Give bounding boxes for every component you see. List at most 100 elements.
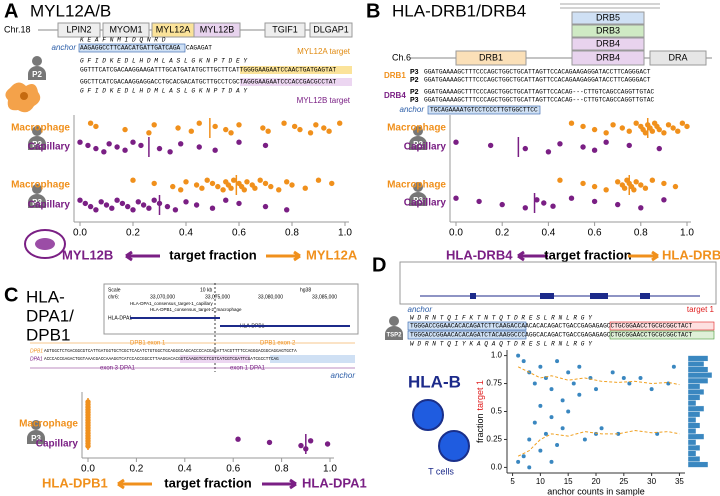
dot	[615, 201, 621, 208]
histogram-bar	[687, 433, 705, 440]
panel-title: HLA-	[26, 287, 65, 306]
donor-label: P2	[410, 77, 419, 84]
axis-end-label: HLA-DRB4	[446, 247, 513, 262]
dot	[106, 141, 112, 147]
gene-box	[571, 24, 645, 38]
anchor-seq: CAGAGAT	[186, 45, 212, 52]
dot	[679, 120, 686, 126]
dot	[603, 130, 609, 136]
histogram-bar	[687, 355, 709, 362]
row-label: DPA1	[30, 356, 43, 362]
point	[577, 364, 582, 369]
axis-end-label: HLA-DPA1	[302, 475, 367, 490]
chrom-label: Ch.6	[392, 52, 411, 62]
gene-box	[571, 11, 645, 25]
point	[549, 387, 554, 392]
row-group: DRB4	[384, 91, 406, 100]
point	[516, 459, 521, 464]
x-tick-label: 0.0	[73, 228, 87, 239]
nucleus	[20, 92, 28, 100]
dot	[262, 203, 269, 210]
panel-title: DPB1	[26, 325, 70, 344]
y-tick-label: 0.0	[491, 463, 503, 472]
amino-acids: W D R N T Q I Y K A Q A Q T D R E S L R …	[410, 341, 593, 348]
dot	[204, 177, 210, 183]
dot	[534, 197, 540, 203]
dot	[633, 179, 639, 185]
dot	[183, 179, 189, 185]
point	[538, 364, 543, 369]
dot	[591, 198, 598, 205]
dot	[268, 183, 274, 190]
dot	[638, 182, 644, 188]
dot	[199, 185, 205, 191]
exon-label: exon 1 DPA1	[230, 366, 266, 372]
dot	[672, 183, 679, 190]
sequence: ACCCACCGAGACTGGTAAACGACCAAAGGTCATCCACCGG…	[44, 357, 279, 362]
dot	[244, 179, 250, 185]
point	[571, 381, 576, 386]
dot	[101, 149, 107, 155]
row-group: DRB1	[384, 71, 406, 80]
dot	[661, 180, 667, 187]
dot	[223, 197, 229, 203]
point	[616, 431, 621, 436]
dot	[209, 180, 216, 187]
dot	[130, 177, 136, 183]
dot	[626, 142, 632, 149]
amino-acids: G F I D K E D L H D M L A S L G K N P T …	[80, 88, 248, 95]
histogram-bar	[687, 360, 705, 367]
donor-badge: P3	[27, 420, 45, 444]
badge-label: P2	[32, 70, 42, 79]
dot	[193, 182, 200, 188]
exon-label: exon 3 DPA1	[100, 366, 136, 372]
browser-text: 10 kb	[200, 287, 212, 293]
histogram-bar	[687, 383, 701, 390]
dot	[235, 436, 241, 442]
badge-label: P2	[32, 140, 42, 149]
badge-label: P3	[32, 198, 42, 207]
amino-acids: G F I D K E D L H D M L A S L G K N P T …	[80, 58, 248, 65]
dot	[591, 126, 598, 133]
x-tick-label: 0.8	[634, 228, 648, 239]
dot	[298, 442, 304, 449]
dot	[638, 205, 644, 211]
y-tick-label: 0.25	[486, 435, 502, 444]
dot	[209, 205, 216, 211]
histogram-bar	[687, 405, 705, 412]
dot	[580, 144, 586, 150]
dot	[236, 122, 242, 128]
point	[521, 454, 526, 459]
donor-badge: P2	[28, 56, 46, 80]
gene-label: DRB4	[596, 38, 620, 48]
panel-title: HLA-DRB1/DRB4	[392, 1, 526, 20]
point	[610, 370, 615, 375]
gene-label: MYOM1	[109, 24, 142, 34]
dot	[276, 187, 282, 193]
target-highlight	[180, 355, 250, 363]
gene-box	[57, 22, 101, 38]
dot	[241, 187, 247, 193]
arrow	[117, 478, 152, 490]
dot	[284, 179, 290, 185]
gene-box	[264, 22, 306, 38]
dot	[661, 130, 667, 136]
dot	[313, 122, 319, 128]
anchor-label: anchor	[400, 105, 425, 114]
browser-text: 33,085,000	[312, 294, 337, 300]
dot	[151, 180, 157, 187]
point	[560, 398, 565, 403]
point	[549, 415, 554, 420]
point	[671, 364, 676, 369]
x-tick-label: 0.6	[232, 228, 246, 239]
anchor-highlight	[407, 330, 527, 340]
dot	[621, 185, 628, 191]
dot	[183, 199, 189, 205]
dot	[215, 183, 221, 190]
dot	[557, 177, 563, 183]
anchor-seq: AAGAGGCCTTCAACATGATTGATCAGA	[80, 45, 181, 52]
axis-end-label: HLA-DRB1	[662, 247, 720, 262]
histogram-bar	[687, 422, 701, 429]
dot	[626, 128, 632, 134]
cell-label: T cells	[428, 466, 454, 476]
